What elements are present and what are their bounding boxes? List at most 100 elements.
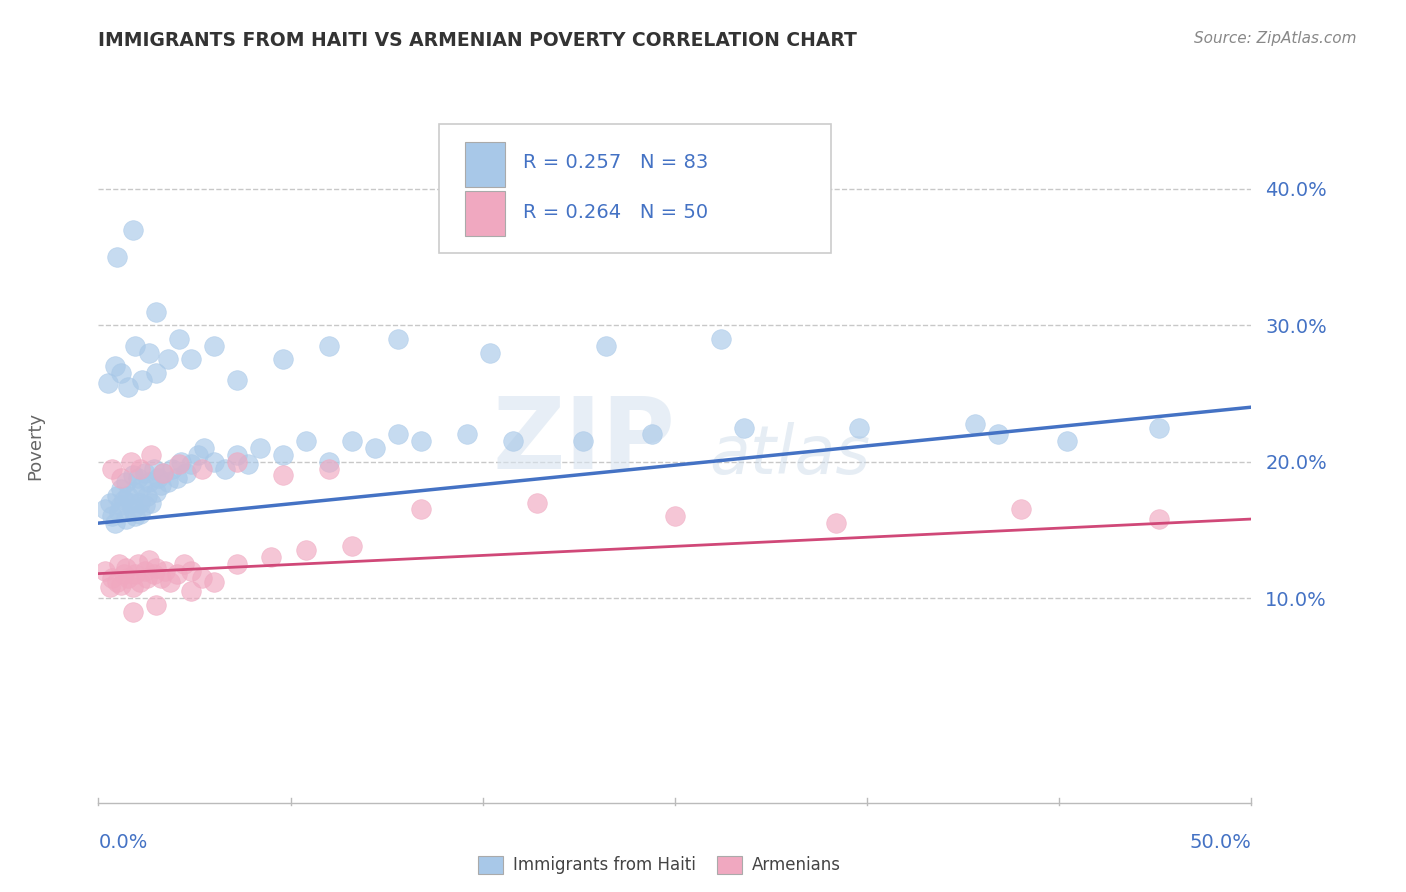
Point — [103, 516, 125, 530]
Point — [340, 434, 363, 449]
Point — [117, 489, 139, 503]
Point — [641, 427, 664, 442]
Point — [134, 564, 156, 578]
Point — [101, 461, 124, 475]
Bar — [478, 856, 503, 874]
Point — [156, 352, 179, 367]
Point — [112, 492, 135, 507]
Point — [145, 484, 167, 499]
Point — [122, 502, 145, 516]
Point — [170, 455, 193, 469]
Point — [152, 466, 174, 480]
Point — [149, 478, 172, 492]
Point — [122, 223, 145, 237]
Point — [848, 420, 870, 434]
Point — [167, 332, 190, 346]
Text: R = 0.257   N = 83: R = 0.257 N = 83 — [523, 153, 709, 172]
Point — [238, 458, 260, 472]
Text: Armenians: Armenians — [752, 856, 841, 874]
Point — [364, 441, 387, 455]
Point — [571, 434, 593, 449]
Point — [131, 373, 153, 387]
Point — [117, 380, 139, 394]
Point — [120, 496, 142, 510]
Point — [271, 352, 294, 367]
Point — [152, 466, 174, 480]
Text: Poverty: Poverty — [27, 412, 44, 480]
Point — [141, 496, 163, 510]
Point — [710, 332, 733, 346]
Point — [249, 441, 271, 455]
Point — [595, 339, 617, 353]
Point — [387, 427, 409, 442]
Point — [295, 543, 318, 558]
Point — [1056, 434, 1078, 449]
Point — [127, 557, 149, 571]
Point — [260, 550, 283, 565]
Point — [127, 471, 149, 485]
Point — [115, 512, 138, 526]
Point — [124, 509, 146, 524]
Point — [156, 475, 179, 490]
Point — [110, 499, 132, 513]
Point — [191, 461, 214, 475]
Point — [187, 448, 209, 462]
FancyBboxPatch shape — [439, 124, 831, 253]
Point — [180, 352, 202, 367]
Point — [145, 366, 167, 380]
Point — [340, 539, 363, 553]
Point — [122, 605, 145, 619]
Point — [129, 496, 152, 510]
Point — [108, 557, 131, 571]
Point — [134, 466, 156, 480]
Point — [155, 564, 177, 578]
Point — [202, 455, 225, 469]
Point — [98, 580, 121, 594]
Point — [145, 598, 167, 612]
Point — [295, 434, 318, 449]
Point — [225, 448, 247, 462]
Point — [134, 499, 156, 513]
Point — [180, 584, 202, 599]
Point — [149, 571, 172, 585]
Point — [825, 516, 848, 530]
Point — [94, 502, 117, 516]
Point — [318, 461, 340, 475]
Point — [135, 489, 157, 503]
Point — [174, 466, 197, 480]
Point — [456, 427, 478, 442]
Text: 0.0%: 0.0% — [98, 833, 148, 853]
Point — [1010, 502, 1032, 516]
Point — [202, 574, 225, 589]
Point — [101, 509, 124, 524]
Point — [124, 484, 146, 499]
Text: Immigrants from Haiti: Immigrants from Haiti — [513, 856, 696, 874]
Bar — [465, 191, 505, 235]
Point — [115, 475, 138, 490]
Point — [148, 471, 170, 485]
Point — [110, 482, 132, 496]
Text: atlas: atlas — [710, 422, 870, 488]
Point — [145, 304, 167, 318]
Point — [120, 455, 142, 469]
Point — [526, 496, 548, 510]
Point — [664, 509, 686, 524]
Point — [97, 376, 120, 390]
Point — [271, 468, 294, 483]
Point — [124, 566, 146, 581]
Point — [166, 471, 188, 485]
Point — [173, 557, 195, 571]
Bar — [717, 856, 742, 874]
Text: R = 0.264   N = 50: R = 0.264 N = 50 — [523, 203, 707, 222]
Point — [733, 420, 755, 434]
Text: Source: ZipAtlas.com: Source: ZipAtlas.com — [1194, 31, 1357, 46]
Point — [110, 471, 132, 485]
Point — [167, 458, 190, 472]
Point — [101, 571, 124, 585]
Point — [124, 339, 146, 353]
Text: IMMIGRANTS FROM HAITI VS ARMENIAN POVERTY CORRELATION CHART: IMMIGRANTS FROM HAITI VS ARMENIAN POVERT… — [98, 31, 858, 50]
Point — [117, 571, 139, 585]
Point — [103, 359, 125, 374]
Point — [105, 574, 128, 589]
Point — [105, 250, 128, 264]
